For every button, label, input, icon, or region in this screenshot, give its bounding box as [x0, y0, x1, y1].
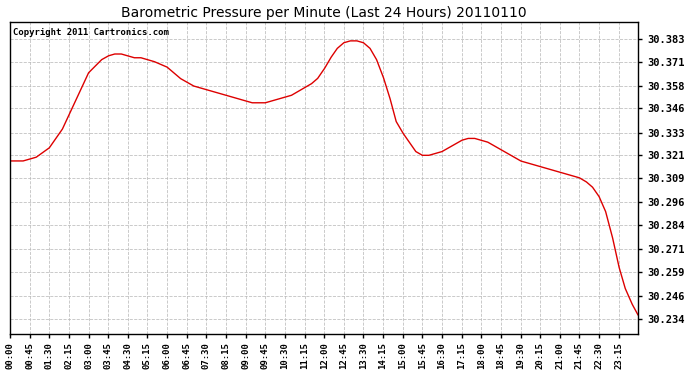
- Title: Barometric Pressure per Minute (Last 24 Hours) 20110110: Barometric Pressure per Minute (Last 24 …: [121, 6, 526, 20]
- Text: Copyright 2011 Cartronics.com: Copyright 2011 Cartronics.com: [13, 28, 169, 38]
